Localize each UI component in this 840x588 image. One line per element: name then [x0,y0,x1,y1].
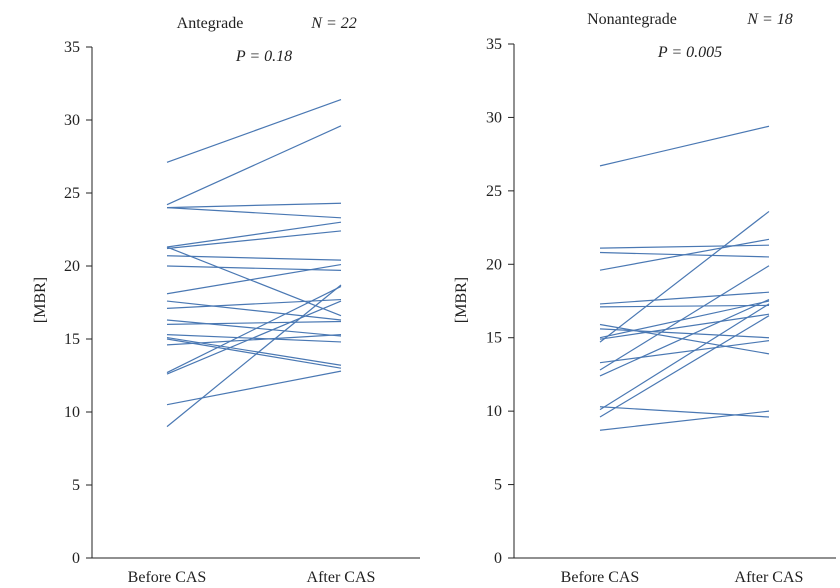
patient-line [599,244,770,249]
axes [513,44,836,559]
patient-line [599,238,770,271]
patient-line [599,300,770,339]
y-tick-label: 10 [64,404,80,421]
patient-line [599,291,770,305]
patient-line [166,338,342,369]
axes [91,47,420,559]
y-tick-label: 0 [72,550,80,567]
patient-line [166,334,342,346]
antegrade-panel: Antegrade N = 22 P = 0.18 [MBR] 0 5 10 15 20… [32,15,420,586]
patient-line [166,230,342,250]
panel-title: Nonantegrade [587,11,677,28]
patient-line [166,207,342,219]
x-tick-labels: Before CAS After CAS [561,569,804,586]
y-tick-label: 5 [494,477,502,494]
y-tick-label: 30 [486,109,502,126]
patient-line [599,265,770,371]
y-axis-label: [MBR] [453,277,470,323]
y-ticks: 0 5 10 15 20 25 30 35 [64,39,92,567]
patient-line [166,336,342,366]
y-axis-label: [MBR] [32,277,49,323]
y-ticks: 0 5 10 15 20 25 30 35 [486,36,514,567]
patient-line [599,340,770,364]
series-lines [166,98,342,428]
y-tick-label: 0 [494,550,502,567]
patient-line [599,315,770,418]
patient-line [599,304,770,308]
y-tick-label: 30 [64,112,80,129]
y-tick-label: 20 [64,258,80,275]
y-tick-label: 15 [486,330,502,347]
patient-line [166,319,342,337]
patient-line [166,221,342,248]
patient-line [166,255,342,261]
patient-line [166,300,342,321]
patient-line [166,300,342,375]
y-tick-label: 15 [64,331,80,348]
y-tick-label: 5 [72,477,80,494]
patient-line [166,125,342,206]
patient-line [599,313,770,340]
patient-line [166,334,342,343]
patient-line [166,265,342,271]
patient-line [166,246,342,317]
x-tick-label: After CAS [735,569,804,586]
patient-line [599,303,770,411]
n-annotation: N = 22 [310,15,356,32]
n-annotation: N = 18 [746,11,792,28]
patient-line [599,323,770,355]
y-tick-label: 25 [486,183,502,200]
patient-line [166,370,342,406]
patient-line [166,320,342,325]
y-tick-label: 35 [486,36,502,53]
patient-line [166,285,342,374]
patient-line [599,406,770,418]
y-tick-label: 20 [486,256,502,273]
x-tick-labels: Before CAS After CAS [128,569,376,586]
panel-title: Antegrade [177,15,244,32]
x-tick-label: Before CAS [561,569,640,586]
p-value-annotation: P = 0.18 [235,48,292,65]
p-value-annotation: P = 0.005 [657,44,722,61]
patient-line [599,298,770,377]
y-tick-label: 10 [486,403,502,420]
patient-line [599,125,770,167]
y-tick-label: 25 [64,185,80,202]
patient-line [599,328,770,339]
patient-line [166,98,342,163]
patient-line [166,263,342,295]
patient-line [599,410,770,431]
patient-line [599,210,770,343]
y-tick-label: 35 [64,39,80,56]
patient-line [166,202,342,209]
patient-line [166,284,342,428]
x-tick-label: After CAS [307,569,376,586]
x-tick-label: Before CAS [128,569,207,586]
nonantegrade-panel: Nonantegrade N = 18 P = 0.005 [MBR] 0 5 10… [453,11,836,586]
series-lines [599,125,770,431]
